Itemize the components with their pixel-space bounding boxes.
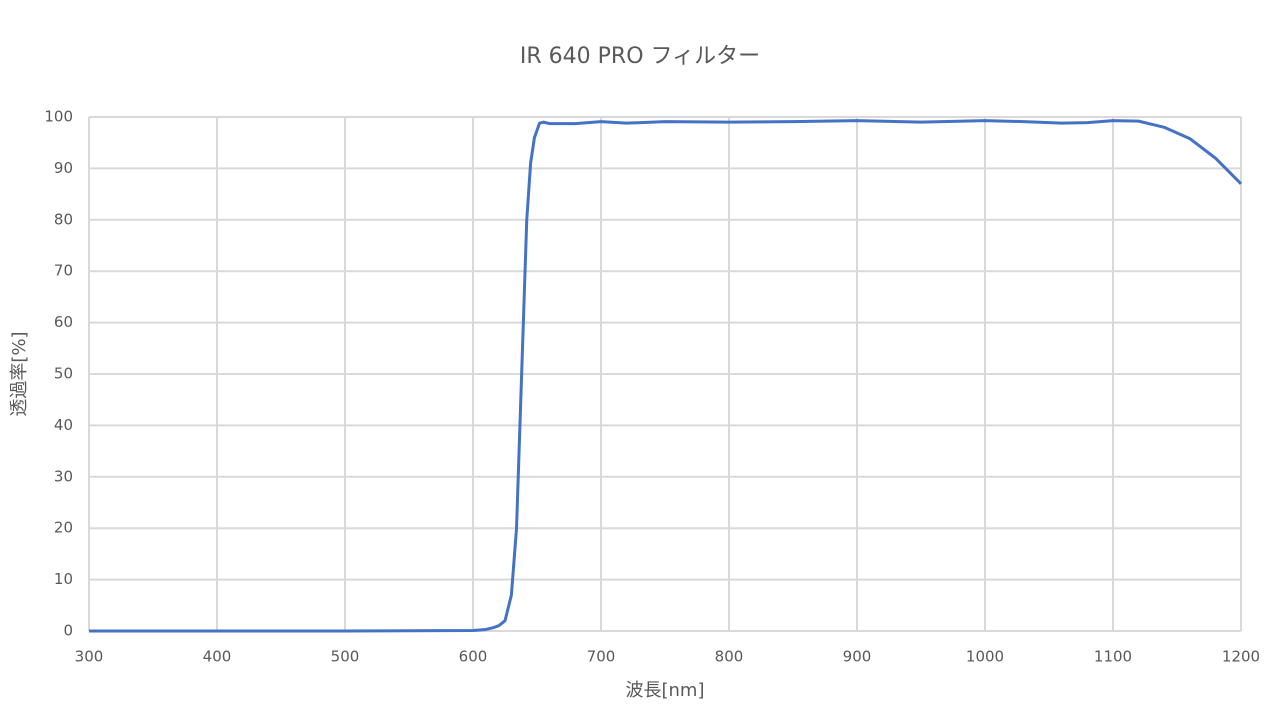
x-tick-label: 300 bbox=[75, 648, 104, 666]
y-tick-label: 90 bbox=[54, 159, 73, 177]
x-tick-label: 1200 bbox=[1222, 648, 1260, 666]
x-tick-label: 900 bbox=[843, 648, 872, 666]
x-axis-label: 波長[nm] bbox=[626, 680, 705, 701]
y-axis-label: 透過率[%] bbox=[9, 331, 30, 416]
chart-title: IR 640 PRO フィルター bbox=[520, 44, 760, 69]
y-tick-label: 100 bbox=[44, 108, 73, 126]
y-tick-label: 30 bbox=[54, 467, 73, 485]
x-tick-label: 1100 bbox=[1094, 648, 1132, 666]
x-tick-label: 700 bbox=[587, 648, 616, 666]
y-tick-label: 40 bbox=[54, 416, 73, 434]
x-tick-label: 600 bbox=[459, 648, 488, 666]
x-tick-label: 800 bbox=[715, 648, 744, 666]
y-tick-label: 60 bbox=[54, 313, 73, 331]
y-tick-label: 10 bbox=[54, 570, 73, 588]
x-tick-label: 400 bbox=[203, 648, 232, 666]
y-tick-label: 20 bbox=[54, 519, 73, 537]
data-line bbox=[89, 119, 1243, 633]
y-tick-label: 50 bbox=[54, 365, 73, 383]
x-tick-label: 500 bbox=[331, 648, 360, 666]
y-tick-label: 0 bbox=[63, 622, 73, 640]
y-tick-label: 80 bbox=[54, 210, 73, 228]
x-tick-label: 1000 bbox=[966, 648, 1004, 666]
y-tick-label: 70 bbox=[54, 262, 73, 280]
